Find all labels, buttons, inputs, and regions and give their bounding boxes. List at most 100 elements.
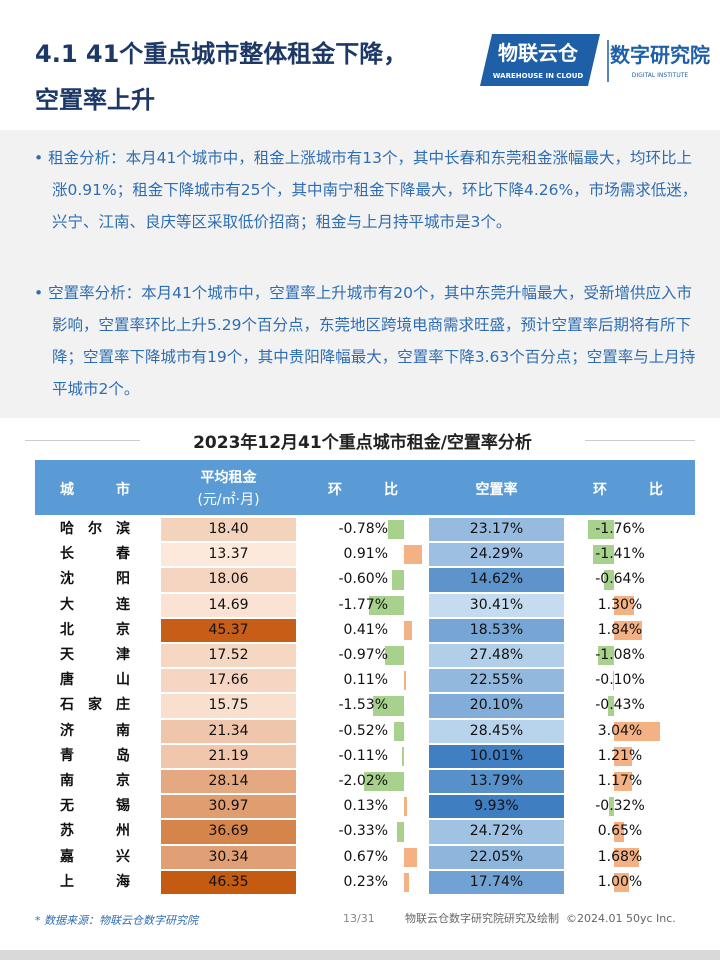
rent-mom-bar bbox=[392, 570, 404, 590]
rule bbox=[25, 440, 140, 441]
title-line: 空置率上升 bbox=[35, 86, 155, 114]
rent-mom: 0.91% bbox=[343, 546, 388, 563]
rent-mom-bar bbox=[404, 545, 423, 565]
rent: 17.52 bbox=[208, 647, 249, 663]
rent-cell bbox=[161, 543, 296, 567]
rent: 30.34 bbox=[208, 848, 249, 865]
rent-mom: -1.53% bbox=[338, 697, 388, 714]
header-cell: 环比 bbox=[328, 482, 398, 498]
rent-mom: -1.77% bbox=[338, 596, 388, 613]
vacancy: 24.29% bbox=[469, 546, 524, 563]
vacancy: 18.53% bbox=[469, 621, 524, 638]
vacancy-cell bbox=[429, 744, 564, 768]
rent-cell bbox=[161, 795, 296, 819]
rent-mom-bar bbox=[363, 772, 404, 792]
rent-mom-bar bbox=[393, 721, 404, 741]
rent-mom: -0.60% bbox=[338, 571, 388, 588]
rent-cell bbox=[161, 568, 296, 592]
rent-cell bbox=[161, 669, 296, 693]
vacancy-mom: 1.17% bbox=[597, 773, 643, 789]
header-cell: 空置率 bbox=[475, 482, 518, 498]
city: 北京 bbox=[60, 621, 130, 638]
logo-brand-en: WAREHOUSE IN CLOUD bbox=[493, 72, 584, 80]
rent: 15.75 bbox=[208, 697, 249, 714]
vacancy-mom: 0.65% bbox=[597, 823, 643, 840]
rent-mom-bar bbox=[397, 822, 404, 842]
rent: 28.14 bbox=[208, 773, 249, 789]
city: 无锡 bbox=[60, 798, 130, 815]
rent-cell bbox=[161, 820, 296, 844]
rent-cell bbox=[161, 518, 296, 542]
header-cell: 平均租金 bbox=[200, 470, 257, 486]
vacancy-mom-bar bbox=[592, 545, 614, 565]
vacancy: 28.45% bbox=[469, 722, 524, 739]
bullet-text: 租金分析：本月41个城市中，租金上涨城市有13个，其中长春和东莞租金涨幅最大，均… bbox=[48, 149, 698, 231]
vacancy-mom-bar bbox=[614, 847, 640, 867]
rent-cell bbox=[161, 593, 296, 617]
vacancy-mom-bar bbox=[604, 570, 614, 590]
vacancy-cell bbox=[429, 568, 564, 592]
vacancy: 10.01% bbox=[469, 747, 524, 764]
rent-mom: -0.78% bbox=[338, 521, 388, 537]
rent-mom-bar bbox=[404, 671, 407, 691]
rent-cell bbox=[161, 719, 296, 743]
vacancy: 13.79% bbox=[469, 773, 524, 789]
rent-mom-bar bbox=[401, 746, 404, 766]
vacancy-cell bbox=[429, 795, 564, 819]
footer-credit: 物联云仓数字研究院研究及绘制 ©2024.01 50yc Inc. bbox=[405, 912, 676, 925]
vacancy: 27.48% bbox=[469, 647, 524, 663]
vacancy-cell bbox=[429, 719, 564, 743]
rent-cell bbox=[161, 694, 296, 718]
vacancy-cell bbox=[429, 518, 564, 542]
title-line: 4.1 41个重点城市整体租金下降， bbox=[35, 40, 408, 68]
vacancy-cell bbox=[429, 618, 564, 642]
vacancy: 14.62% bbox=[469, 571, 524, 588]
footer-page: 13/31 bbox=[343, 912, 375, 925]
vacancy-mom: -0.10% bbox=[595, 672, 645, 689]
vacancy-mom-bar bbox=[609, 797, 614, 817]
vacancy-mom-bar bbox=[614, 595, 634, 615]
vacancy-mom: -1.41% bbox=[595, 546, 645, 563]
rent: 18.40 bbox=[208, 521, 249, 537]
table-title: 2023年12月41个重点城市租金/空置率分析 bbox=[193, 433, 532, 453]
vacancy-cell bbox=[429, 770, 564, 794]
rent-cell bbox=[161, 770, 296, 794]
city: 青岛 bbox=[60, 747, 130, 764]
rent-mom: 0.13% bbox=[343, 798, 388, 815]
vacancy-mom: 1.00% bbox=[597, 873, 643, 890]
vacancy-cell bbox=[429, 644, 564, 668]
vacancy-mom: -0.32% bbox=[595, 798, 645, 815]
vacancy-mom-bar bbox=[614, 872, 629, 892]
rent-mom-bar bbox=[404, 847, 418, 867]
vacancy-mom: -0.43% bbox=[595, 697, 645, 714]
vacancy-cell bbox=[429, 543, 564, 567]
rent-mom: -0.97% bbox=[338, 647, 388, 663]
footer-source: * 数据来源：物联云仓数字研究院 bbox=[35, 914, 198, 927]
vacancy: 30.41% bbox=[469, 596, 524, 613]
vacancy-mom-bar bbox=[614, 746, 633, 766]
city: 天津 bbox=[60, 647, 130, 663]
rent-mom: -2.02% bbox=[338, 773, 388, 789]
rent-mom: 0.41% bbox=[343, 621, 388, 638]
header-cell: 城市 bbox=[60, 482, 130, 498]
vacancy-cell bbox=[429, 820, 564, 844]
vacancy-mom-bar bbox=[587, 520, 614, 540]
rent: 17.66 bbox=[208, 672, 249, 689]
vacancy: 22.05% bbox=[469, 848, 524, 865]
vacancy-cell bbox=[429, 870, 564, 894]
rent-cell bbox=[161, 870, 296, 894]
rent-mom-bar bbox=[388, 520, 404, 540]
vacancy: 24.72% bbox=[469, 823, 524, 840]
vacancy-mom-bar bbox=[614, 620, 642, 640]
rent-mom-bar bbox=[404, 620, 413, 640]
rent: 13.37 bbox=[208, 546, 249, 563]
city: 沈阳 bbox=[60, 571, 130, 588]
table-header bbox=[35, 460, 695, 515]
city: 哈尔滨 bbox=[60, 521, 130, 537]
rent: 45.37 bbox=[208, 621, 249, 638]
vacancy-mom-bar bbox=[612, 671, 614, 691]
rent-cell bbox=[161, 618, 296, 642]
city: 长春 bbox=[60, 546, 130, 563]
rent-mom: 0.67% bbox=[343, 848, 388, 865]
bullet: • 租金分析：本月41个城市中，租金上涨城市有13个，其中长春和东莞租金涨幅最大… bbox=[34, 149, 698, 231]
